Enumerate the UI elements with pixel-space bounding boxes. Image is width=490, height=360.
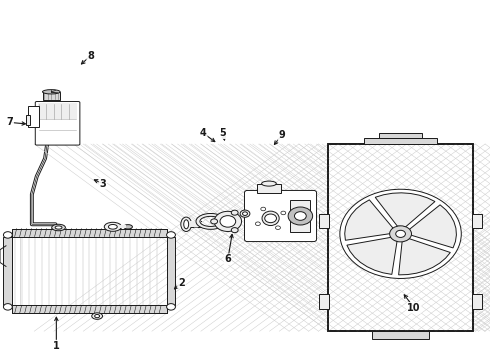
Circle shape [214,211,242,231]
Circle shape [211,219,218,224]
Circle shape [390,226,412,242]
Circle shape [265,214,276,222]
Ellipse shape [184,220,189,229]
Ellipse shape [262,181,276,186]
Circle shape [167,303,175,310]
Circle shape [275,226,280,229]
Circle shape [255,222,260,225]
Ellipse shape [43,90,60,94]
Bar [3,237,12,305]
Bar [26,114,30,125]
Ellipse shape [104,222,122,231]
Ellipse shape [123,225,132,229]
Polygon shape [347,237,397,274]
Text: 6: 6 [224,254,231,264]
Ellipse shape [181,217,192,231]
Circle shape [261,207,266,211]
Ellipse shape [108,225,117,229]
Text: 2: 2 [178,278,185,288]
Bar [472,214,482,228]
Ellipse shape [55,226,62,229]
Bar [328,144,473,331]
Text: 5: 5 [220,128,226,138]
Bar [28,106,39,127]
Text: 8: 8 [87,51,94,61]
Circle shape [231,228,238,233]
Bar [319,214,329,228]
Bar [379,133,422,138]
Ellipse shape [240,210,250,217]
Bar [167,237,175,305]
Bar [372,331,429,339]
Text: 9: 9 [278,130,285,140]
Bar [12,229,167,237]
Circle shape [288,207,313,225]
Circle shape [231,210,238,215]
FancyBboxPatch shape [35,102,80,145]
Bar [291,199,310,233]
Bar [38,103,77,119]
Polygon shape [375,193,435,227]
Circle shape [281,211,286,215]
Bar [257,184,280,193]
Bar [365,138,437,144]
Polygon shape [345,200,393,240]
Bar [329,145,472,330]
Circle shape [3,303,12,310]
Bar [115,225,126,228]
Bar [319,294,329,309]
Circle shape [167,232,175,238]
Bar [328,144,473,331]
Bar [43,92,60,100]
Text: 1: 1 [53,341,60,351]
Circle shape [396,230,405,238]
Circle shape [340,189,461,279]
Text: 3: 3 [99,179,106,189]
Circle shape [220,216,236,227]
Bar [186,221,201,227]
Bar [12,305,167,313]
Bar [12,229,167,313]
Text: 4: 4 [200,128,207,138]
Ellipse shape [51,224,66,231]
Ellipse shape [243,212,247,215]
Bar [472,294,482,309]
Bar [328,144,473,331]
Polygon shape [399,239,450,275]
FancyBboxPatch shape [245,190,317,242]
Ellipse shape [95,315,99,318]
Circle shape [3,232,12,238]
Ellipse shape [92,313,102,319]
Circle shape [294,212,306,220]
Ellipse shape [262,211,279,225]
Polygon shape [410,205,456,248]
Text: 10: 10 [407,303,421,313]
Text: 7: 7 [6,117,13,127]
